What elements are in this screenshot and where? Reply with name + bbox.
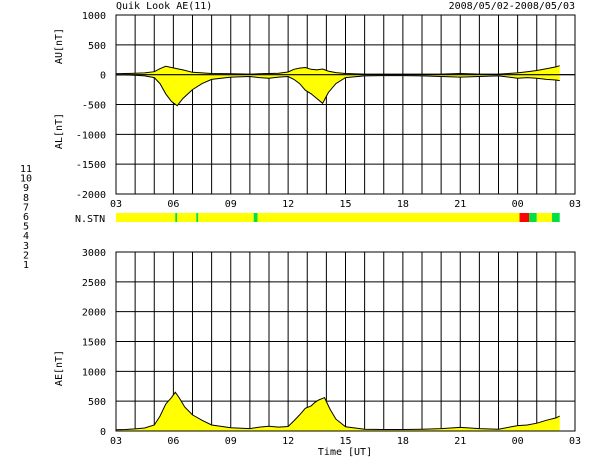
x-tick-label: 06 <box>167 436 179 447</box>
y-tick-label: 1500 <box>82 338 106 349</box>
x-tick-label: 18 <box>397 436 409 447</box>
x-tick-label: 00 <box>512 199 524 210</box>
au-axis-label: AU[nT] <box>54 28 65 64</box>
nstn-segment <box>536 213 553 222</box>
legend-entry-4: 4 <box>23 231 29 242</box>
y-tick-label: 2000 <box>82 308 106 319</box>
ae-panel: 3000 2500 2000 1500 1000 500 0 03 06 09 12 15 18 21 00… <box>82 248 581 447</box>
ae-axis-label: AE[nT] <box>54 350 65 386</box>
x-tick-label: 00 <box>512 436 524 447</box>
nstn-bar <box>116 213 560 222</box>
legend-entry-1: 1 <box>23 260 29 271</box>
y-tick-label: 1000 <box>82 367 106 378</box>
nstn-segment <box>257 213 520 222</box>
y-tick-label: 2500 <box>82 278 106 289</box>
x-axis-label: Time [UT] <box>318 447 372 458</box>
nstn-segment <box>529 213 537 222</box>
legend-entry-2: 2 <box>23 250 29 261</box>
y-tick-label: -1000 <box>76 130 106 141</box>
y-tick-label: 0 <box>100 427 106 438</box>
x-tick-label: 21 <box>454 199 466 210</box>
x-tick-label: 12 <box>282 436 294 447</box>
plot-frame <box>115 14 576 195</box>
au-al-fill <box>116 65 560 106</box>
nstn-segment <box>552 213 560 222</box>
al-axis-label: AL[nT] <box>54 113 65 149</box>
y-tick-label: 3000 <box>82 248 106 259</box>
series-line-AE <box>115 391 560 431</box>
x-tick-label: 03 <box>110 436 122 447</box>
x-tick-label: 15 <box>339 199 351 210</box>
ae-fill <box>116 392 560 431</box>
nstn-segment <box>175 213 178 222</box>
nstn-segment <box>519 213 530 222</box>
nstn-label: N.STN <box>75 214 105 225</box>
legend-entry-7: 7 <box>23 202 29 213</box>
x-tick-label: 03 <box>110 199 122 210</box>
nstn-segment <box>196 213 199 222</box>
legend-entry-5: 5 <box>23 222 29 233</box>
legend-entry-10: 10 <box>20 174 32 185</box>
y-tick-label: -1500 <box>76 160 106 171</box>
nstn-segment <box>253 213 258 222</box>
plot-frame <box>115 251 576 432</box>
legend-entry-3: 3 <box>23 241 29 252</box>
x-tick-label: 03 <box>569 436 581 447</box>
x-tick-label: 21 <box>454 436 466 447</box>
x-tick-label: 09 <box>225 436 237 447</box>
legend-entry-8: 8 <box>23 193 29 204</box>
series-line-AL <box>116 74 560 107</box>
x-tick-label: 18 <box>397 199 409 210</box>
x-tick-label: 12 <box>282 199 294 210</box>
nstn-segment <box>198 213 254 222</box>
legend-entry-6: 6 <box>23 212 29 223</box>
au-al-panel: 1000 500 0 -500 -1000 -1500 -2000 03 06 09 12 15 18 2… <box>76 11 581 210</box>
date-range: 2008/05/02-2008/05/03 <box>449 1 575 12</box>
y-tick-label: 500 <box>88 397 106 408</box>
chart-title: Quik Look AE(11) <box>116 1 212 12</box>
x-tick-label: 09 <box>225 199 237 210</box>
nstn-segment <box>177 213 197 222</box>
x-tick-label: 15 <box>339 436 351 447</box>
y-tick-label: 1000 <box>82 11 106 22</box>
x-tick-label: 03 <box>569 199 581 210</box>
nstn-segment <box>116 213 176 222</box>
y-tick-label: 0 <box>100 71 106 82</box>
x-tick-label: 06 <box>167 199 179 210</box>
y-tick-label: -2000 <box>76 190 106 201</box>
y-tick-label: 500 <box>88 41 106 52</box>
legend-entry-11: 11 <box>20 164 32 175</box>
y-tick-label: -500 <box>82 101 106 112</box>
legend-entry-9: 9 <box>23 183 29 194</box>
